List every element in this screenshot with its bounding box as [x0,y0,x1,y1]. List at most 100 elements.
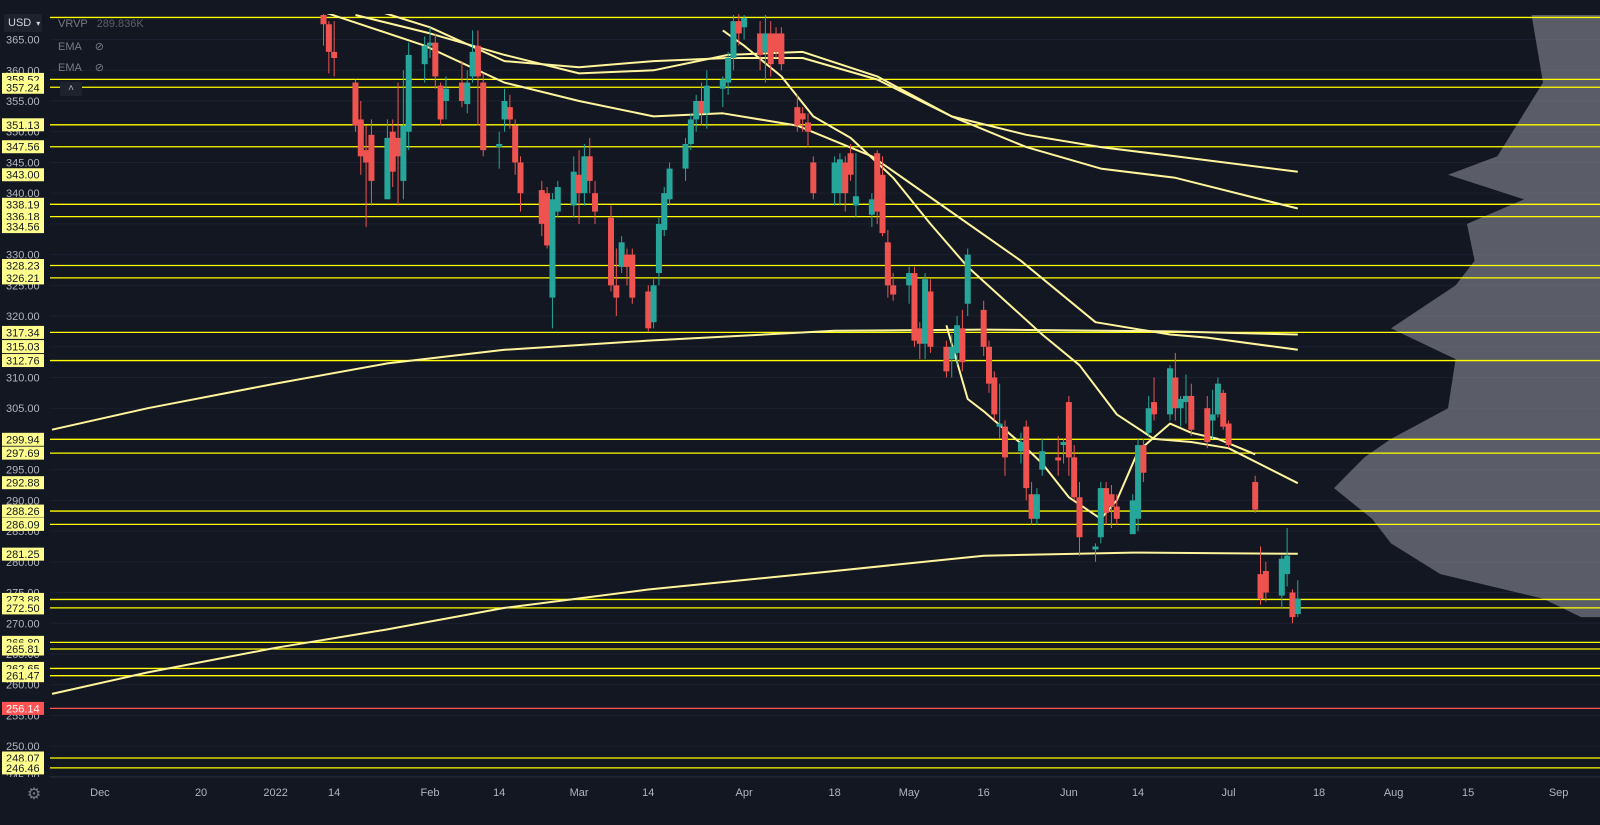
candle-body [1145,408,1152,433]
currency-selector[interactable]: USD ▾ [4,14,42,32]
candle-body [1182,395,1189,403]
candle-body [1001,426,1008,458]
candle-body [852,196,859,206]
time-tick-label: Dec [90,787,110,799]
price-tick-label: 305.00 [6,403,40,415]
time-tick-label: Mar [570,787,589,799]
level-price-label-bg [2,140,44,154]
time-tick-label: 16 [978,787,990,799]
candle-body [506,107,513,120]
level-price-label: 334.56 [6,222,40,234]
time-tick-label: Sep [1549,787,1569,799]
candle-body [570,171,577,206]
eye-off-icon[interactable]: ⊘ [94,62,104,74]
candle-body [1294,598,1301,615]
level-price-label: 357.24 [6,82,40,94]
candlesticks [320,8,1301,624]
time-tick-label: 14 [642,787,654,799]
ema-line [371,7,1298,173]
candle-body [735,21,742,34]
top-toolbar [0,0,1600,14]
candle-body [1065,402,1072,458]
candle-body [1113,506,1120,519]
candle-body [996,423,1003,427]
price-axis[interactable]: 365.00360.00355.00350.00345.00340.00335.… [2,35,44,784]
time-tick-label: 14 [328,787,340,799]
candle-body [698,101,705,114]
level-price-label: 272.50 [6,603,40,615]
level-price-label: 317.34 [6,327,40,339]
candle-body [549,199,556,298]
level-price-label-bg [2,340,44,354]
candle-body [458,82,465,102]
candle-body [389,131,396,172]
candle-body [581,156,588,194]
candle-body [836,159,843,194]
candle-body [804,122,811,132]
candle-body [1167,368,1174,415]
candle-body [368,134,375,181]
price-tick-label: 310.00 [6,372,40,384]
ema-legend-2[interactable]: EMA ⊘ [58,61,106,74]
candle-body [842,162,849,194]
candle-body [1289,592,1296,618]
level-price-label-bg [2,476,44,490]
level-price-label: 281.25 [6,549,40,561]
level-price-label: 326.21 [6,273,40,285]
candle-body [592,193,599,212]
candle-body [1177,399,1184,409]
candle-body [426,42,433,46]
candle-body [437,85,444,120]
candle-body [773,33,780,52]
level-price-label-bg [2,354,44,368]
level-price-label: 288.26 [6,506,40,518]
price-tick-label: 330.00 [6,250,40,262]
candle-body [395,137,402,157]
candle-body [608,217,615,286]
candle-body [357,119,364,157]
ema-legend-1[interactable]: EMA ⊘ [58,40,106,53]
candle-body [1071,457,1078,498]
time-tick-label: 18 [828,787,840,799]
price-tick-label: 365.00 [6,35,40,47]
time-tick-label: 18 [1313,787,1325,799]
grid-lines [50,39,1600,778]
candle-body [464,82,471,105]
level-price-label-bg [2,210,44,224]
ema-line [323,10,1298,351]
level-price-label-bg [2,432,44,446]
eye-off-icon[interactable]: ⊘ [94,41,104,53]
candle-body [741,18,748,28]
candle-body [1172,377,1179,409]
candle-body [655,223,662,274]
candle-body [991,377,998,415]
candle-body [363,150,370,163]
gear-icon[interactable]: ⚙ [26,786,42,803]
candle-body [1108,494,1115,507]
price-tick-label: 290.00 [6,495,40,507]
chevron-up-icon: ˄ [68,83,74,94]
candle-body [794,107,801,126]
candle-body [400,125,407,181]
candle-body [442,88,449,102]
vrvp-value: 289.836K [96,18,144,30]
time-axis[interactable]: Dec 20 2022 14 Feb 14 Mar 14 Apr 18 May 16 Jun 14 Jul 1… [90,787,1568,799]
vrvp-legend[interactable]: VRVP 289.836K [58,18,144,30]
candle-body [725,58,732,83]
level-price-label-bg [2,701,44,715]
level-price-label: 338.19 [6,199,40,211]
collapse-legend-button[interactable]: ˄ [60,82,82,96]
level-price-label: 246.46 [6,763,40,775]
level-price-label-bg [2,517,44,531]
horizontal-levels[interactable] [50,16,1600,769]
candle-body [480,82,487,151]
price-tick-label: 340.00 [6,188,40,200]
ema-lines [51,7,1299,695]
candle-body [757,33,764,55]
time-tick-label: Jun [1060,787,1078,799]
time-tick-label: 14 [493,787,505,799]
candle-body [650,285,657,323]
time-tick-label: Apr [736,787,753,799]
level-price-label-bg [2,220,44,234]
